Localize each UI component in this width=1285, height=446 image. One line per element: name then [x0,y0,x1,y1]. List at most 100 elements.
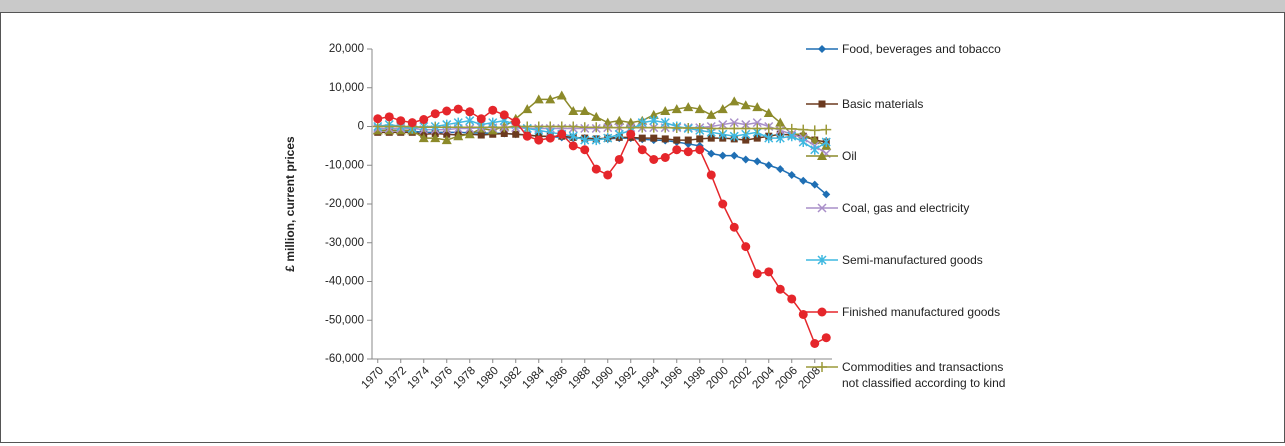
marker [821,137,831,147]
x-tick-label: 2000 [704,365,731,392]
marker [591,164,601,174]
marker [580,135,590,146]
series-line [377,119,827,151]
y-tick-label: -60,000 [325,353,364,365]
marker [637,145,647,155]
marker [706,170,716,180]
marker [752,123,763,134]
x-tick-label: 1972 [382,365,409,392]
marker [500,129,508,137]
x-tick-label: 2004 [750,364,777,391]
marker [775,117,786,127]
marker [717,123,728,134]
marker [533,121,544,132]
marker [753,157,762,166]
marker [603,170,613,180]
marker [786,123,797,134]
marker [718,199,728,209]
x-tick-label: 1970 [359,365,386,392]
marker [775,123,786,134]
marker [763,107,774,117]
series-line [377,108,827,345]
x-tick-label: 1988 [566,365,593,392]
marker [477,131,485,139]
marker [821,333,831,343]
marker [661,135,669,143]
marker [810,180,819,189]
marker [430,109,440,119]
marker [753,134,761,142]
marker [649,154,659,164]
marker [522,104,533,114]
series [372,90,832,150]
marker [695,145,705,155]
marker [787,170,796,179]
marker [729,118,739,128]
legend-label: Commodities and transactions not classif… [842,360,1006,390]
marker [672,145,682,155]
marker [706,123,717,134]
marker [810,144,820,155]
legend-label: Coal, gas and electricity [842,201,970,215]
marker [407,118,417,128]
marker [545,94,556,104]
x-tick-label: 2006 [773,365,800,392]
marker [453,104,463,114]
marker [602,122,613,133]
header-bar [0,0,1285,13]
marker [512,130,520,138]
series-line [377,125,827,132]
marker [614,154,624,164]
marker [557,129,567,139]
marker [476,122,487,133]
y-tick-label: -10,000 [325,159,364,171]
x-tick-label: 2008 [796,365,823,392]
marker [384,112,394,122]
marker [752,102,763,112]
marker [775,284,785,294]
x-tick-label: 1974 [405,364,432,391]
marker [626,129,636,139]
marker [696,135,704,143]
marker [810,339,820,348]
marker [442,106,452,116]
marker [707,149,716,158]
marker [660,153,670,162]
marker [476,114,486,124]
marker [579,106,590,115]
y-tick-label: -20,000 [325,198,364,210]
marker [545,133,555,143]
marker [430,133,441,143]
marker [822,190,831,199]
marker [534,135,544,145]
marker [384,121,395,132]
marker [522,131,532,141]
legend-marker [818,100,826,108]
marker [453,131,464,141]
legend-marker [817,255,827,265]
marker [673,136,681,144]
marker [660,122,671,133]
marker [775,133,785,144]
marker [740,100,751,110]
marker [603,133,613,144]
marker [591,135,601,146]
x-tick-label: 1986 [543,365,570,392]
x-tick-label: 1984 [520,364,547,391]
marker [764,161,773,170]
marker [522,121,533,132]
marker [809,135,820,145]
marker [579,122,590,133]
marker [763,123,774,134]
marker [776,165,785,174]
marker [464,129,475,139]
marker [650,134,658,142]
legend-label: Food, beverages and tobacco [842,42,1001,56]
legend-label: Finished manufactured goods [842,305,1001,319]
marker [545,121,556,132]
legend-label: Semi-manufactured goods [842,253,983,267]
marker [683,102,694,112]
marker [741,155,750,164]
